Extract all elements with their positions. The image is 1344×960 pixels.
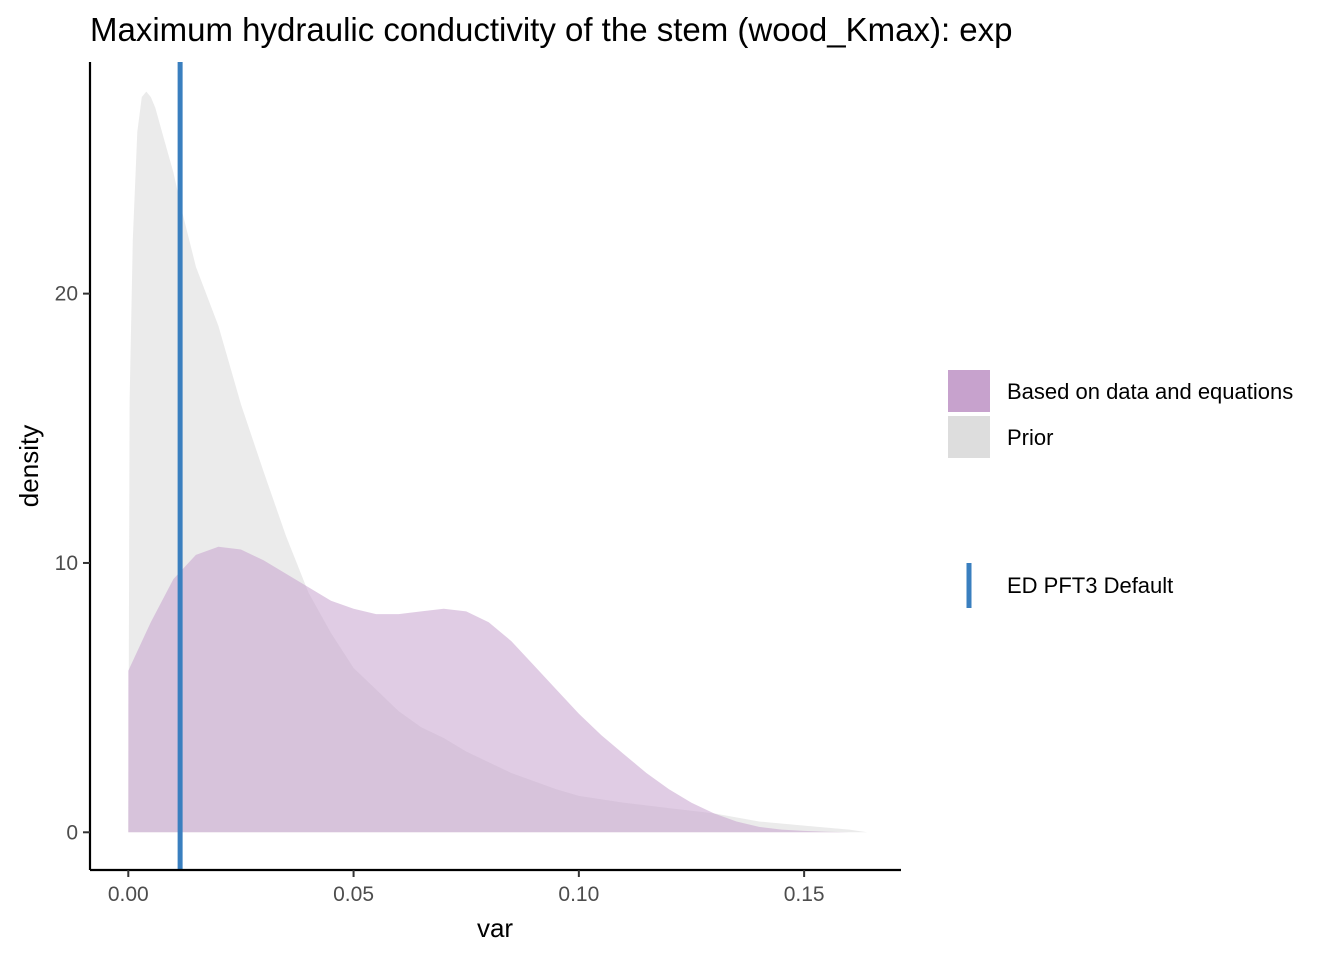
legend-label-ed-pft3-default: ED PFT3 Default [1007,573,1173,598]
legend-key-prior [948,416,990,458]
chart-title: Maximum hydraulic conductivity of the st… [90,11,1013,48]
y-tick-label: 0 [66,821,78,844]
y-tick-label: 10 [55,552,78,575]
x-tick-label: 0.10 [558,883,599,906]
legend-label-based-on-data: Based on data and equations [1007,379,1293,404]
x-tick-label: 0.05 [333,883,374,906]
x-tick-label: 0.15 [784,883,825,906]
x-tick-label: 0.00 [108,883,149,906]
density-area-based-on-data [128,546,850,833]
series-layer [128,91,868,833]
legend-label-prior: Prior [1007,425,1053,450]
y-axis-ticks: 0 10 20 [55,283,90,844]
x-axis-title: var [477,913,513,943]
y-tick-label: 20 [55,283,78,306]
plot-area [128,62,868,870]
legend: Based on data and equations Prior ED PFT… [948,370,1293,608]
x-axis-ticks: 0.00 0.05 0.10 0.15 [108,870,825,906]
y-axis-title: density [14,425,44,507]
legend-key-based-on-data [948,370,990,412]
